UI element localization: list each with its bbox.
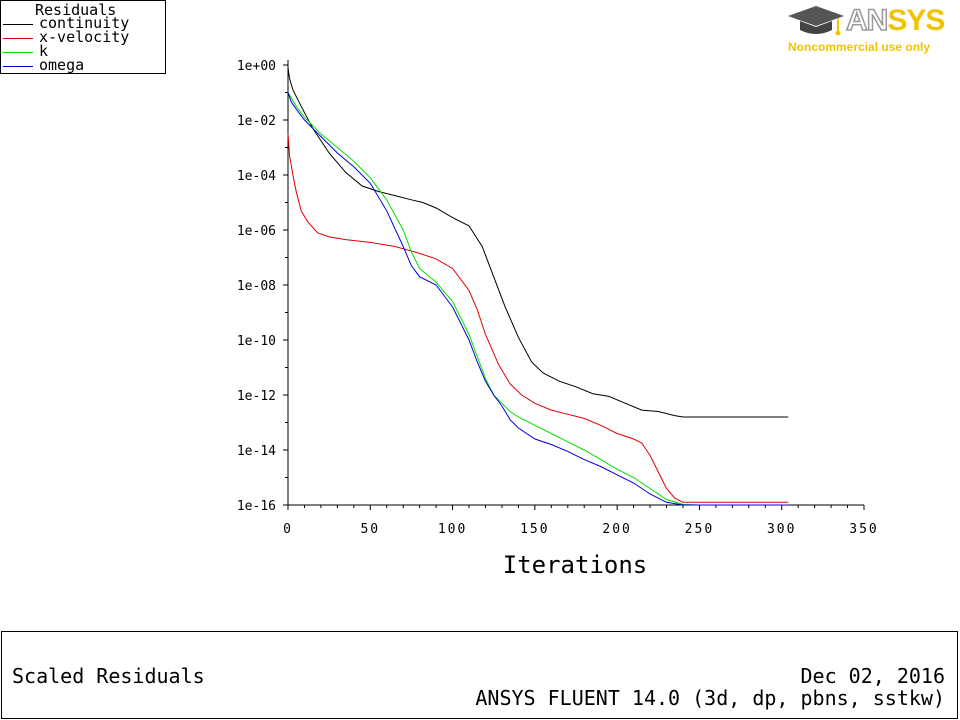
series-omega <box>287 92 789 506</box>
footer-panel: Scaled Residuals Dec 02, 2016 ANSYS FLUE… <box>1 631 958 719</box>
legend-label: continuity <box>39 14 130 32</box>
legend-item-omega: omega <box>1 56 167 74</box>
chart-axes: 1e+00 1e-02 1e-04 1e-06 1e-08 1e-10 1e-12 1e-14… <box>237 59 878 537</box>
legend-label: omega <box>39 56 85 74</box>
x-tick-label: 50 <box>360 522 380 537</box>
x-axis-label: Iterations <box>503 551 648 579</box>
graduation-cap-icon <box>788 6 844 36</box>
y-tick-label: 1e+00 <box>237 59 276 74</box>
y-tick-label: 1e-12 <box>237 389 276 404</box>
y-tick-label: 1e-06 <box>237 224 276 239</box>
legend-title: Residuals <box>35 1 117 19</box>
series-k <box>287 92 789 506</box>
legend-item-continuity: continuity <box>1 14 167 32</box>
y-tick-label: 1e-14 <box>237 444 276 459</box>
logo-wordmark: ANSYS <box>845 3 945 38</box>
x-tick-label: 250 <box>685 522 714 537</box>
series-x-velocity <box>287 133 789 503</box>
legend-swatch <box>3 52 33 53</box>
x-tick-label: 200 <box>602 522 631 537</box>
solver-version: ANSYS FLUENT 14.0 (3d, dp, pbns, sstkw) <box>475 686 945 710</box>
x-tick-label: 150 <box>520 522 549 537</box>
x-tick-label: 300 <box>767 522 796 537</box>
legend-item-x-velocity: x-velocity <box>1 28 167 46</box>
x-tick-label: 100 <box>438 522 467 537</box>
plot-title: Scaled Residuals <box>12 664 205 688</box>
legend-swatch <box>3 66 33 67</box>
y-tick-label: 1e-10 <box>237 334 276 349</box>
legend-label: k <box>39 42 49 60</box>
y-tick-label: 1e-02 <box>237 114 276 129</box>
ansys-logo: ANSYS Noncommercial use only <box>786 2 958 56</box>
plot-date: Dec 02, 2016 <box>800 664 946 688</box>
x-tick-label: 0 <box>283 522 293 537</box>
y-tick-label: 1e-08 <box>237 279 276 294</box>
legend-label: x-velocity <box>39 28 130 46</box>
x-tick-label: 350 <box>849 522 878 537</box>
logo-subtitle: Noncommercial use only <box>788 40 931 54</box>
series-continuity <box>287 67 789 418</box>
legend: Residuals continuity x-velocity k omega <box>0 0 166 74</box>
legend-item-k: k <box>1 42 167 60</box>
y-tick-label: 1e-16 <box>237 499 276 514</box>
y-tick-label: 1e-04 <box>237 169 276 184</box>
legend-swatch <box>3 24 33 25</box>
chart-series <box>287 67 789 506</box>
legend-swatch <box>3 38 33 39</box>
